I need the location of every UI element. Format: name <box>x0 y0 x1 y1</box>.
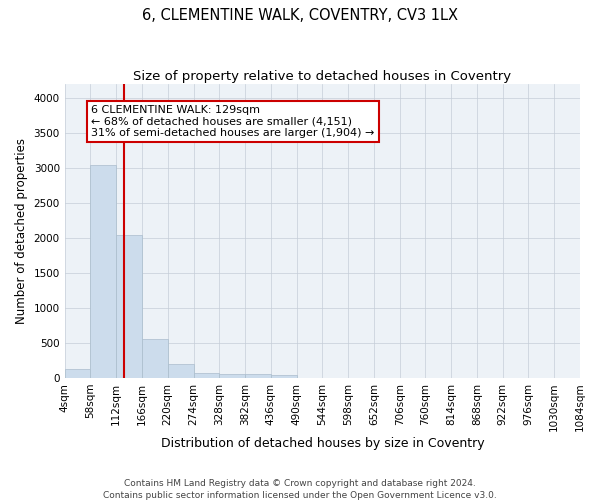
Bar <box>91 164 116 378</box>
Text: 6, CLEMENTINE WALK, COVENTRY, CV3 1LX: 6, CLEMENTINE WALK, COVENTRY, CV3 1LX <box>142 8 458 22</box>
Text: Contains HM Land Registry data © Crown copyright and database right 2024.
Contai: Contains HM Land Registry data © Crown c… <box>103 478 497 500</box>
Y-axis label: Number of detached properties: Number of detached properties <box>15 138 28 324</box>
Bar <box>219 374 245 378</box>
Bar <box>271 375 296 378</box>
Bar <box>116 234 142 378</box>
Title: Size of property relative to detached houses in Coventry: Size of property relative to detached ho… <box>133 70 511 83</box>
Bar <box>65 369 91 378</box>
Bar <box>193 373 219 378</box>
Bar <box>168 364 193 378</box>
X-axis label: Distribution of detached houses by size in Coventry: Distribution of detached houses by size … <box>161 437 484 450</box>
Bar <box>142 339 168 378</box>
Text: 6 CLEMENTINE WALK: 129sqm
← 68% of detached houses are smaller (4,151)
31% of se: 6 CLEMENTINE WALK: 129sqm ← 68% of detac… <box>91 105 375 138</box>
Bar <box>245 374 271 378</box>
